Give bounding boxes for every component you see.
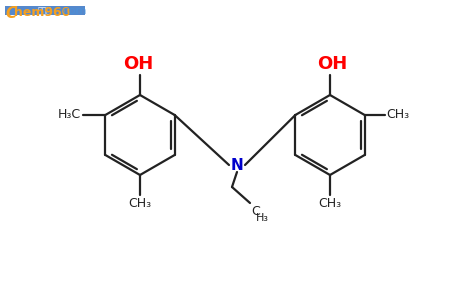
Text: N: N [231,158,243,173]
Text: .com: .com [60,6,87,16]
Text: CH₃: CH₃ [128,197,152,210]
Text: 化工网: 化工网 [38,6,52,16]
Text: hem960: hem960 [14,6,70,19]
FancyBboxPatch shape [5,6,85,15]
Text: H₃C: H₃C [58,108,82,122]
Text: OH: OH [123,55,153,73]
Text: CH₃: CH₃ [319,197,342,210]
Text: H₃: H₃ [256,213,269,223]
Text: C: C [5,6,16,21]
Text: C: C [251,205,260,218]
Text: CH₃: CH₃ [387,108,410,122]
Text: OH: OH [317,55,347,73]
